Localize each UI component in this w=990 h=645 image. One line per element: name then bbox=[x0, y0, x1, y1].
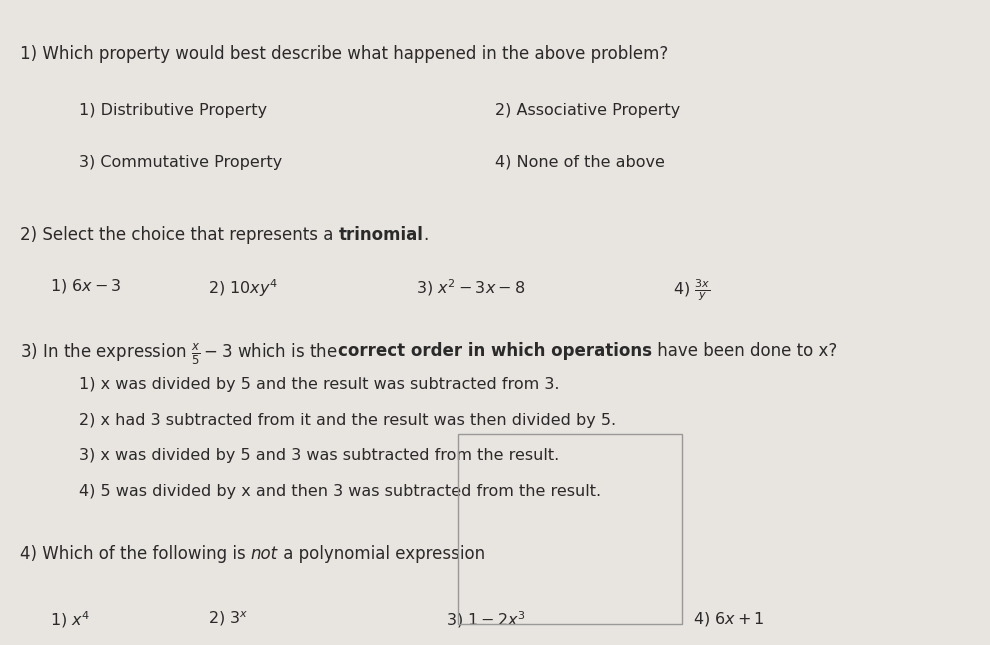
Text: 3) In the expression $\frac{x}{5} - 3$ which is the: 3) In the expression $\frac{x}{5} - 3$ w… bbox=[20, 342, 339, 367]
Text: 3) x was divided by 5 and 3 was subtracted from the result.: 3) x was divided by 5 and 3 was subtract… bbox=[79, 448, 559, 463]
Text: 1) Which property would best describe what happened in the above problem?: 1) Which property would best describe wh… bbox=[20, 45, 668, 63]
Text: 2) $3^x$: 2) $3^x$ bbox=[208, 610, 248, 628]
Text: 2) Associative Property: 2) Associative Property bbox=[495, 103, 680, 118]
Text: a polynomial expression: a polynomial expression bbox=[278, 545, 485, 563]
Text: 3) $1 - 2x^3$: 3) $1 - 2x^3$ bbox=[446, 610, 526, 630]
Text: 1) x was divided by 5 and the result was subtracted from 3.: 1) x was divided by 5 and the result was… bbox=[79, 377, 559, 392]
Text: not: not bbox=[250, 545, 278, 563]
Text: 3) Commutative Property: 3) Commutative Property bbox=[79, 155, 282, 170]
Text: 4) 5 was divided by x and then 3 was subtracted from the result.: 4) 5 was divided by x and then 3 was sub… bbox=[79, 484, 601, 499]
Text: correct order in which operations: correct order in which operations bbox=[339, 342, 652, 360]
Text: 2) $10xy^4$: 2) $10xy^4$ bbox=[208, 277, 278, 299]
Text: 1) $6x - 3$: 1) $6x - 3$ bbox=[50, 277, 121, 295]
Text: 4) $\frac{3x}{y}$: 4) $\frac{3x}{y}$ bbox=[673, 277, 711, 303]
Text: trinomial: trinomial bbox=[339, 226, 424, 244]
Text: .: . bbox=[424, 226, 429, 244]
Text: 2) Select the choice that represents a: 2) Select the choice that represents a bbox=[20, 226, 339, 244]
Text: 1) Distributive Property: 1) Distributive Property bbox=[79, 103, 267, 118]
Text: 2) x had 3 subtracted from it and the result was then divided by 5.: 2) x had 3 subtracted from it and the re… bbox=[79, 413, 617, 428]
Text: 4) $6x + 1$: 4) $6x + 1$ bbox=[693, 610, 764, 628]
Text: 3) $x^2 - 3x - 8$: 3) $x^2 - 3x - 8$ bbox=[416, 277, 525, 298]
Text: 1) $x^4$: 1) $x^4$ bbox=[50, 610, 90, 630]
Text: have been done to x?: have been done to x? bbox=[652, 342, 838, 360]
Text: 4) Which of the following is: 4) Which of the following is bbox=[20, 545, 250, 563]
Text: 4) None of the above: 4) None of the above bbox=[495, 155, 665, 170]
